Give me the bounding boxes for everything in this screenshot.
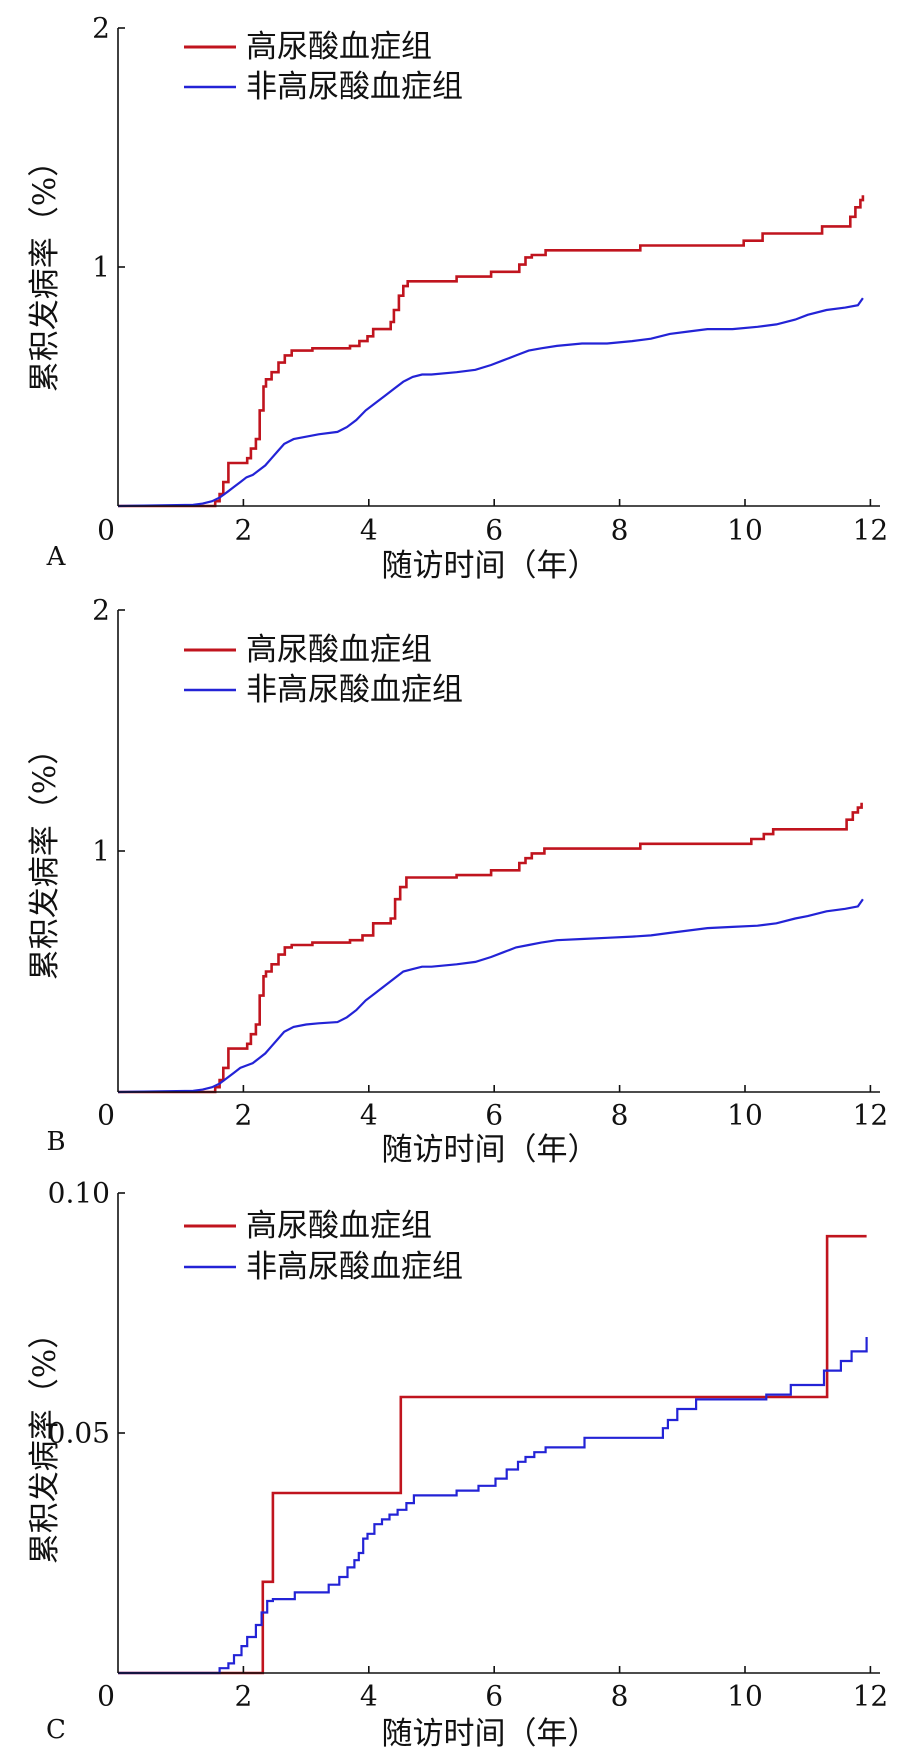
panel-c-y-tick-label: 0.05: [48, 1417, 110, 1450]
panel-b-x-tick-label: 12: [853, 1099, 889, 1132]
panel-b-legend-label-non-hyperuricemia: 非高尿酸血症组: [246, 672, 463, 708]
panel-b-y-tick-label: 2: [92, 594, 110, 627]
panel-a-series-non-hyperuricemia-line: [117, 297, 864, 508]
panel-c-x-tick-label: 2: [234, 1680, 252, 1713]
panel-c-x-tick-label: 0: [97, 1680, 115, 1713]
panel-b-x-tick-label: 2: [234, 1099, 252, 1132]
panel-b-x-tick-label: 4: [360, 1099, 378, 1132]
panel-c-x-tick-label: 12: [853, 1680, 889, 1713]
panel-c-series-non-hyperuricemia-line: [118, 1337, 868, 1675]
panel-c-x-tick-label: 8: [611, 1680, 629, 1713]
panel-b-x-axis-title: 随访时间（年）: [382, 1132, 599, 1168]
panel-b-x-tick-label: 8: [611, 1099, 629, 1132]
panel-a-y-tick-label: 2: [92, 12, 110, 45]
panel-b-legend-label-hyperuricemia: 高尿酸血症组: [246, 632, 432, 668]
panel-a-x-tick-label: 4: [360, 514, 378, 547]
panel-b-x-tick-label: 6: [485, 1099, 503, 1132]
panel-c-x-tick-label: 4: [360, 1680, 378, 1713]
panel-b-series-hyperuricemia-line: [118, 802, 863, 1094]
panel-c-letter: C: [46, 1715, 66, 1745]
panel-b-y-tick-label: 1: [92, 835, 110, 868]
panel-a-y-tick-label: 1: [92, 251, 110, 284]
panel-a-x-axis-title: 随访时间（年）: [382, 548, 599, 584]
panel-c-series-hyperuricemia-line: [118, 1234, 867, 1675]
panel-a-x-tick-label: 0: [97, 514, 115, 547]
panel-b-x-tick-label: 10: [727, 1099, 763, 1132]
panel-a-series-hyperuricemia-line: [118, 195, 865, 508]
panel-a-x-tick-label: 8: [611, 514, 629, 547]
panel-a-x-tick-label: 12: [853, 514, 889, 547]
panel-a-x-tick-label: 2: [234, 514, 252, 547]
panel-b-letter: B: [46, 1127, 65, 1157]
panel-c-legend-label-non-hyperuricemia: 非高尿酸血症组: [246, 1249, 463, 1285]
panel-a-x-tick-label: 6: [485, 514, 503, 547]
panel-a-legend-label-non-hyperuricemia: 非高尿酸血症组: [246, 69, 463, 105]
panel-b-x-tick-label: 0: [97, 1099, 115, 1132]
panel-c-y-tick-label: 0.10: [48, 1177, 110, 1210]
panel-b-series-non-hyperuricemia-line: [117, 898, 864, 1094]
panel-c-legend-label-hyperuricemia: 高尿酸血症组: [246, 1208, 432, 1244]
panel-c-x-tick-label: 6: [485, 1680, 503, 1713]
panel-c-y-axis-title: 累积发病率（%）: [27, 1318, 63, 1564]
panel-a-letter: A: [46, 542, 67, 572]
panel-a-x-tick-label: 10: [727, 514, 763, 547]
panel-c-x-tick-label: 10: [727, 1680, 763, 1713]
panel-b-y-axis-title: 累积发病率（%）: [27, 734, 63, 980]
panel-a-legend-label-hyperuricemia: 高尿酸血症组: [246, 29, 432, 65]
panel-a-y-axis-title: 累积发病率（%）: [27, 146, 63, 392]
panel-c-x-axis-title: 随访时间（年）: [382, 1716, 599, 1752]
